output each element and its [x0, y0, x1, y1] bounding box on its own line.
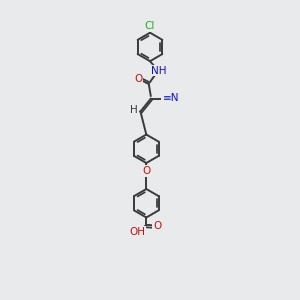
Text: Cl: Cl — [145, 21, 155, 31]
Text: O: O — [142, 166, 150, 176]
Text: C: C — [161, 93, 168, 103]
Text: H: H — [130, 105, 138, 115]
Text: ≡N: ≡N — [163, 93, 179, 103]
Text: OH: OH — [129, 227, 145, 237]
Text: O: O — [134, 74, 142, 84]
Text: NH: NH — [151, 65, 166, 76]
Text: O: O — [153, 221, 161, 231]
